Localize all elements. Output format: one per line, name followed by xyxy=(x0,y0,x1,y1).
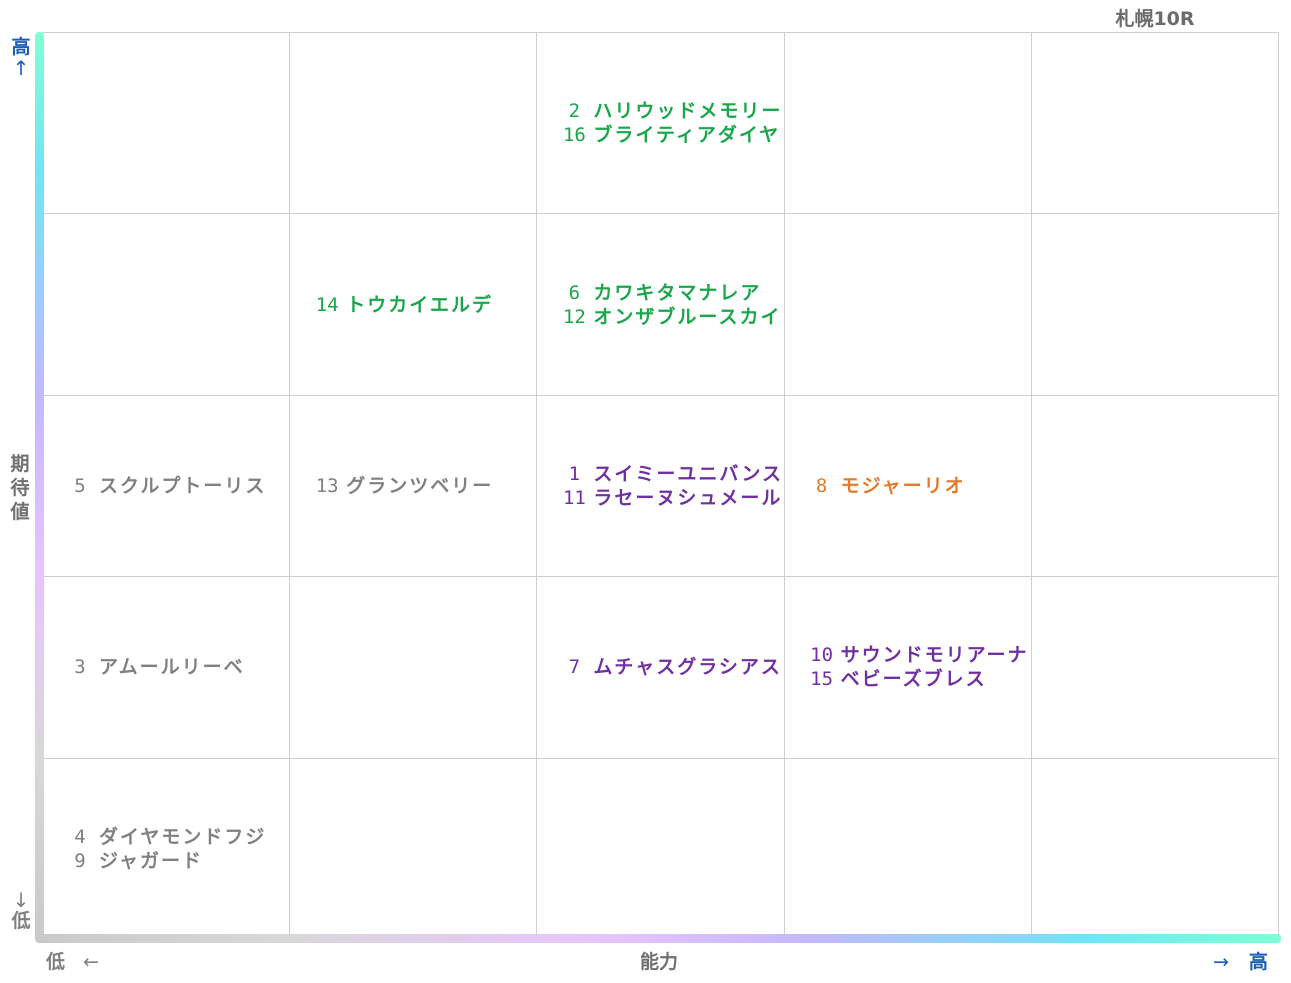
horse-name: アムールリーベ xyxy=(99,656,245,679)
horse-number: 4 xyxy=(74,825,86,848)
y-axis-title-char: 値 xyxy=(10,501,30,523)
horse-number: 16 xyxy=(562,124,586,147)
y-axis-title-char: 待 xyxy=(10,477,30,499)
arrow-up-icon: ↑ xyxy=(12,56,30,80)
x-axis-low-text: 低 xyxy=(46,951,66,973)
y-axis-bar xyxy=(35,32,44,942)
horse-name: オンザブルースカイ xyxy=(593,305,782,328)
horse-name: ベビーズブレス xyxy=(840,668,987,691)
grid-cell: 7 ムチャスグラシアス xyxy=(536,577,784,759)
grid-cell: 13 グランツベリー xyxy=(289,395,537,578)
grid-cell xyxy=(783,758,1031,940)
horse-name: スクルプトーリス xyxy=(99,474,267,497)
race-title: 札幌10R xyxy=(1115,8,1195,30)
y-axis-title: 期待値 xyxy=(9,452,31,524)
y-axis-high-text: 高 xyxy=(11,36,31,58)
y-axis-high-label: 高 ↑ xyxy=(10,36,32,78)
grid-cell: 4 ダイヤモンドフジ 9 ジャガード xyxy=(42,758,290,940)
grid-cell: 8 モジャーリオ xyxy=(783,395,1031,578)
grid-cell xyxy=(1030,395,1278,578)
grid-cell xyxy=(536,758,784,940)
grid-cell xyxy=(289,758,537,940)
horse-name: ダイヤモンドフジ xyxy=(99,825,267,848)
horse-entry: 7 ムチャスグラシアス xyxy=(555,655,781,679)
horse-entry: 13 グランツベリー xyxy=(308,474,493,498)
horse-entry: 9 ジャガード xyxy=(61,849,203,873)
grid-cell: 1 スイミーユニバンス 11 ラセーヌシュメール xyxy=(536,395,784,578)
grid-cell xyxy=(42,214,290,396)
horse-entry: 2 ハリウッドメモリー xyxy=(555,99,782,123)
horse-entry: 1 スイミーユニバンス xyxy=(555,462,783,486)
horse-entry: 16 ブライティアダイヤ xyxy=(555,123,780,147)
horse-entry: 6 カワキタマナレア xyxy=(555,281,761,305)
horse-entry: 3 アムールリーベ xyxy=(61,655,245,679)
horse-number: 14 xyxy=(315,293,339,316)
grid-cell xyxy=(42,33,290,215)
horse-name: モジャーリオ xyxy=(840,474,966,497)
horse-entry: 12 オンザブルースカイ xyxy=(555,305,781,329)
horse-name: スイミーユニバンス xyxy=(593,462,783,485)
horse-number: 11 xyxy=(562,486,586,509)
horse-number: 10 xyxy=(810,644,834,667)
grid-cell: 6 カワキタマナレア 12 オンザブルースカイ xyxy=(536,214,784,396)
horse-entry: 15 ベビーズブレス xyxy=(803,667,987,691)
horse-number: 9 xyxy=(74,849,86,872)
grid-cell: 3 アムールリーベ xyxy=(42,577,290,759)
grid-cell xyxy=(289,33,537,215)
grid-cell xyxy=(783,214,1031,396)
y-axis-low-text: 低 xyxy=(11,910,31,932)
horse-name: ハリウッドメモリー xyxy=(593,100,783,123)
horse-number: 1 xyxy=(568,462,581,485)
y-axis-title-char: 期 xyxy=(10,453,30,475)
x-axis-title: 能力 xyxy=(640,951,679,973)
horse-name: ジャガード xyxy=(99,849,204,872)
arrow-down-icon: ↓ xyxy=(12,888,30,912)
grid-cell: 2 ハリウッドメモリー 16 ブライティアダイヤ xyxy=(536,33,784,215)
horse-name: ラセーヌシュメール xyxy=(593,486,783,509)
x-axis-bar xyxy=(35,934,1281,943)
horse-entry: 14 トウカイエルデ xyxy=(308,293,493,317)
grid-cell xyxy=(1030,577,1278,759)
x-axis-low-label: 低 ← xyxy=(46,951,99,973)
horse-number: 7 xyxy=(568,656,581,679)
horse-entry: 8 モジャーリオ xyxy=(803,474,966,498)
grid-cell: 5 スクルプトーリス xyxy=(42,395,290,578)
horse-entry: 4 ダイヤモンドフジ xyxy=(61,825,266,849)
horse-number: 13 xyxy=(315,474,339,497)
grid-cell xyxy=(289,577,537,759)
x-axis-high-label: → 高 xyxy=(1213,951,1268,973)
horse-name: グランツベリー xyxy=(346,474,494,497)
horse-number: 5 xyxy=(74,474,86,497)
grid-cell: 10 サウンドモリアーナ 15 ベビーズブレス xyxy=(783,577,1031,759)
x-axis-high-text: 高 xyxy=(1248,951,1268,973)
horse-name: トウカイエルデ xyxy=(346,293,493,316)
y-axis-low-label: ↓ 低 xyxy=(10,890,32,932)
arrow-right-icon: → xyxy=(1213,951,1229,973)
chart-grid: 2 ハリウッドメモリー 16 ブライティアダイヤ 14 トウカイエルデ 6 カワキタマナレア 1… xyxy=(42,32,1279,940)
grid-cell xyxy=(1030,214,1278,396)
horse-name: カワキタマナレア xyxy=(593,281,762,304)
horse-number: 8 xyxy=(815,474,828,497)
horse-entry: 5 スクルプトーリス xyxy=(61,474,266,498)
horse-name: ムチャスグラシアス xyxy=(593,656,782,679)
arrow-left-icon: ← xyxy=(83,951,99,973)
grid-cell xyxy=(783,33,1031,215)
horse-number: 2 xyxy=(568,100,581,123)
horse-name: サウンドモリアーナ xyxy=(840,644,1029,667)
grid-cell xyxy=(1030,33,1278,215)
horse-number: 6 xyxy=(568,281,581,304)
horse-entry: 10 サウンドモリアーナ xyxy=(803,643,1029,667)
grid-cell xyxy=(1030,758,1278,940)
horse-number: 3 xyxy=(74,656,86,679)
horse-name: ブライティアダイヤ xyxy=(593,124,781,147)
horse-number: 15 xyxy=(810,668,834,691)
horse-entry: 11 ラセーヌシュメール xyxy=(555,486,782,510)
grid-cell: 14 トウカイエルデ xyxy=(289,214,537,396)
horse-number: 12 xyxy=(562,305,586,328)
